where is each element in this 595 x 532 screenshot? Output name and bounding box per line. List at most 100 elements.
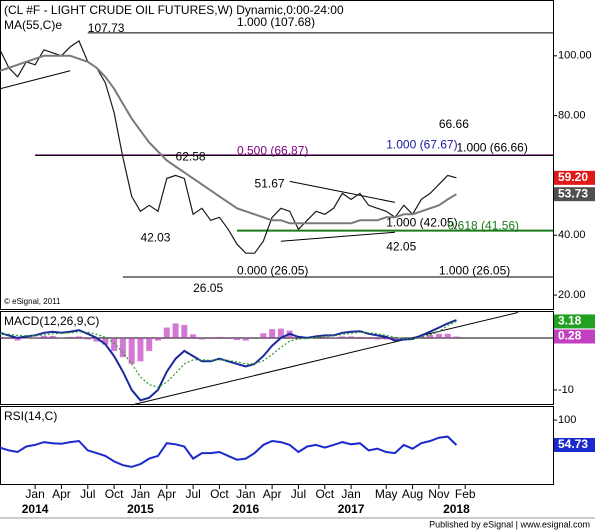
histogram-bar: [102, 337, 109, 345]
x-tick-label: Jan: [236, 487, 255, 501]
annotation: 1.000 (67.67): [386, 138, 457, 152]
trendline: [280, 231, 396, 242]
x-tick-label: Oct: [105, 487, 124, 501]
histogram-bar: [216, 336, 223, 338]
histogram-bar: [269, 329, 276, 338]
histogram-bar: [93, 337, 100, 342]
panel-title: MACD(12,26,9,C): [4, 314, 99, 328]
histogram-bar: [348, 336, 355, 338]
legend-entry: MA(55,C)e: [4, 18, 62, 32]
histogram-bar: [365, 337, 372, 339]
y-tick-label: 80.00: [558, 110, 586, 122]
annotation: 0.618 (41.56): [448, 218, 519, 232]
last-value-label: 54.73: [558, 437, 588, 451]
last-value-label: 3.18: [558, 314, 582, 328]
year-label: 2017: [338, 502, 365, 516]
histogram-bar: [40, 335, 47, 338]
last-value-label: 53.73: [558, 186, 588, 200]
last-value-label: 0.28: [558, 329, 582, 343]
histogram-bar: [383, 337, 390, 340]
histogram-bar: [444, 333, 451, 338]
panel-title: (CL #F - LIGHT CRUDE OIL FUTURES,W) Dyna…: [4, 3, 344, 17]
x-tick-label: Jan: [341, 487, 360, 501]
histogram-bar: [330, 337, 337, 338]
histogram-bar: [23, 337, 30, 339]
histogram-bar: [321, 336, 328, 338]
histogram-bar: [14, 337, 21, 341]
histogram-bar: [32, 337, 39, 338]
histogram-bar: [374, 337, 381, 340]
watermark: © eSignal, 2011: [4, 297, 61, 306]
annotation: 1.000 (107.68): [237, 15, 315, 29]
y-tick-label: -10: [558, 384, 574, 396]
last-value-box: [554, 329, 595, 344]
histogram-bar: [0, 336, 3, 338]
histogram-bar: [356, 336, 363, 338]
series-line: [0, 435, 458, 468]
trendline: [289, 180, 396, 203]
footer: Published by eSignal | www.esignal.com: [429, 519, 590, 529]
histogram-bar: [67, 336, 74, 338]
series-line: [0, 39, 457, 254]
x-tick-label: Aug: [402, 487, 423, 501]
histogram-bar: [49, 335, 56, 338]
annotation: 26.05: [193, 281, 223, 295]
histogram-bar: [5, 337, 12, 339]
x-tick-label: Jan: [25, 487, 44, 501]
last-value-label: 59.20: [558, 170, 588, 184]
x-tick-label: May: [375, 487, 398, 501]
x-tick-label: Jul: [80, 487, 95, 501]
trendline: [0, 70, 71, 90]
trendline: [131, 311, 519, 406]
annotation: 1.000 (42.05): [386, 215, 457, 229]
histogram-bar: [260, 333, 267, 338]
last-value-box: [554, 187, 595, 202]
annotation: 107.73: [88, 21, 125, 35]
x-tick-label: Apr: [157, 487, 176, 501]
x-tick-label: Oct: [210, 487, 229, 501]
histogram-bar: [435, 333, 442, 338]
histogram-bar: [339, 336, 346, 338]
histogram-bar: [198, 337, 205, 340]
histogram-bar: [128, 337, 135, 364]
x-tick-label: Oct: [315, 487, 334, 501]
series-line: [0, 54, 457, 225]
y-tick-label: 100.00: [558, 50, 592, 62]
histogram-bar: [242, 337, 249, 341]
annotation: 1.000 (66.66): [456, 141, 527, 155]
x-tick-label: Feb: [455, 487, 476, 501]
panel-frame: [0, 311, 554, 405]
histogram-bar: [234, 337, 240, 341]
y-tick-label: 20.00: [558, 289, 586, 301]
y-tick-label: 100: [558, 414, 576, 426]
x-tick-label: Jul: [185, 487, 200, 501]
histogram-bar: [111, 337, 118, 351]
histogram-bar: [172, 323, 179, 338]
annotation: 51.67: [255, 177, 285, 191]
histogram-bar: [453, 336, 460, 338]
series-line: [0, 319, 457, 402]
year-label: 2016: [232, 502, 259, 516]
last-value-box: [554, 437, 595, 452]
histogram-bar: [76, 336, 82, 338]
panel-frame: [0, 0, 554, 310]
last-value-box: [554, 170, 595, 185]
histogram-bar: [84, 337, 91, 340]
x-tick-label: Jan: [131, 487, 150, 501]
x-tick-label: Nov: [428, 487, 449, 501]
panel-title: RSI(14,C): [4, 409, 57, 423]
y-tick-label: 40.00: [558, 229, 586, 241]
histogram-bar: [146, 337, 153, 351]
histogram-bar: [137, 337, 144, 362]
x-tick-label: Apr: [263, 487, 282, 501]
x-tick-label: Jul: [291, 487, 306, 501]
histogram-bar: [181, 324, 188, 338]
annotation: 42.05: [386, 239, 416, 253]
histogram-bar: [155, 337, 161, 341]
series-line: [0, 320, 457, 388]
histogram-bar: [119, 337, 126, 358]
year-label: 2018: [443, 502, 470, 516]
year-label: 2015: [127, 502, 154, 516]
histogram-bar: [207, 337, 214, 339]
